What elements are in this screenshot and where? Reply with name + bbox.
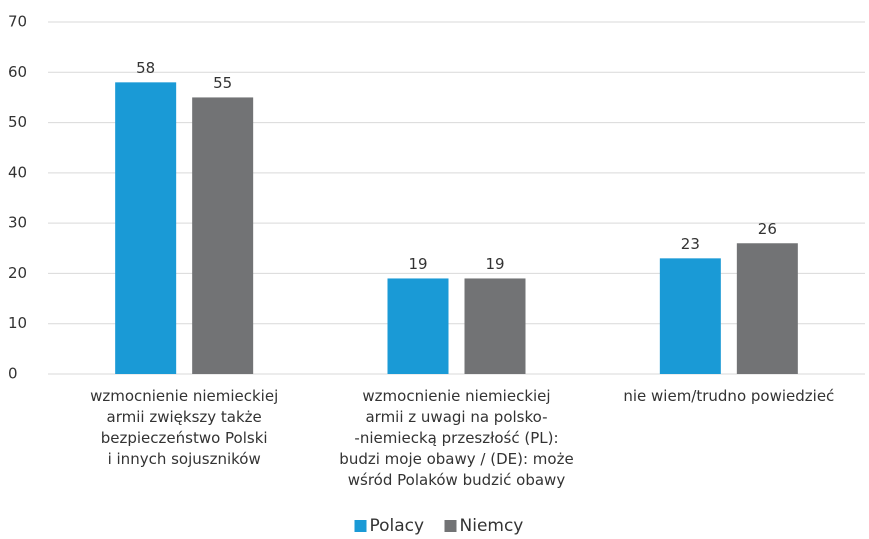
- y-tick-label: 20: [8, 264, 27, 282]
- legend-swatch: [354, 520, 367, 532]
- bar: [464, 278, 526, 374]
- legend-label: Polacy: [370, 516, 425, 536]
- data-label: 19: [485, 255, 504, 273]
- data-label: 58: [136, 59, 155, 77]
- x-tick-label: wzmocnienie niemieckiej armii z uwagi na …: [339, 387, 573, 489]
- y-tick-label: 40: [8, 163, 27, 181]
- data-label: 19: [408, 255, 427, 273]
- legend-label: Niemcy: [460, 516, 524, 536]
- y-tick-label: 0: [8, 365, 18, 383]
- y-tick-label: 10: [8, 314, 27, 332]
- bar: [115, 82, 177, 374]
- legend-swatch: [444, 520, 457, 532]
- data-label: 55: [213, 74, 232, 92]
- y-tick-label: 70: [8, 13, 27, 31]
- bar: [192, 97, 254, 374]
- bar: [387, 278, 449, 374]
- y-tick-label: 60: [8, 63, 27, 81]
- bar: [736, 243, 798, 374]
- data-label: 23: [681, 235, 700, 253]
- y-tick-label: 50: [8, 113, 27, 131]
- x-tick-label: wzmocnienie niemieckiej armii zwiększy ta…: [90, 387, 278, 468]
- bar: [659, 258, 721, 374]
- x-tick-label: nie wiem/trudno powiedzieć: [623, 387, 834, 405]
- y-tick-label: 30: [8, 214, 27, 232]
- data-label: 26: [758, 220, 777, 238]
